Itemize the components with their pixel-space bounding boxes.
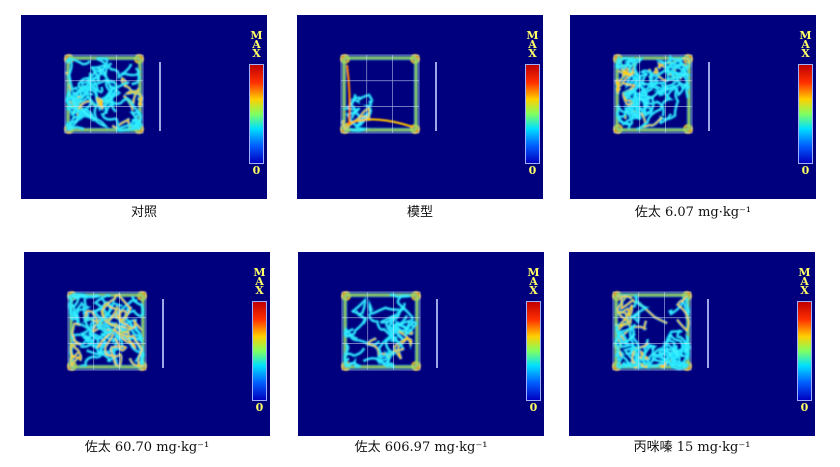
colorbar <box>798 302 811 400</box>
panel-caption: 佐太 6.07 mg·kg⁻¹ <box>634 205 752 220</box>
colorbar-max-letter: M <box>799 29 812 42</box>
trajectory-paths <box>613 54 693 134</box>
colorbar <box>799 65 812 163</box>
arena-grid <box>613 54 693 134</box>
arena-grid <box>64 54 144 134</box>
colorbar-max-letter: A <box>252 38 261 51</box>
colorbar-max-letter: X <box>801 47 810 60</box>
colorbar-max-letter: A <box>529 275 538 288</box>
colorbar <box>527 302 540 400</box>
colorbar-max-letter: X <box>529 284 538 297</box>
colorbar-max-letter: A <box>528 38 537 51</box>
trajectory-paths <box>67 291 147 372</box>
colorbar-max-letter: M <box>250 29 263 42</box>
colorbar-max-letter: X <box>255 284 264 297</box>
trajectory-paths <box>612 291 692 371</box>
colorbar-max-letter: A <box>801 38 810 51</box>
colorbar-max-letter: M <box>798 266 811 279</box>
colorbar-max-letter: M <box>253 266 266 279</box>
colorbar-max-letter: M <box>526 29 539 42</box>
panel-caption: 丙咪嗪 15 mg·kg⁻¹ <box>633 440 751 455</box>
colorbar-min-label: 0 <box>800 401 809 414</box>
panel-caption: 佐太 60.70 mg·kg⁻¹ <box>84 440 210 455</box>
trajectory-paths <box>63 54 144 134</box>
colorbar-max-letter: X <box>252 47 261 60</box>
arena-grid <box>67 291 147 371</box>
arena-grid <box>340 54 420 134</box>
panel-caption: 对照 <box>130 205 157 220</box>
colorbar-max-letter: X <box>800 284 809 297</box>
colorbar-max-letter: A <box>800 275 809 288</box>
colorbar <box>250 65 263 163</box>
trajectory-paths <box>341 291 421 371</box>
colorbar-min-label: 0 <box>252 164 261 177</box>
colorbar <box>253 302 266 400</box>
panel-caption: 佐太 606.97 mg·kg⁻¹ <box>354 440 488 455</box>
panel-caption: 模型 <box>406 205 433 220</box>
colorbar <box>526 65 539 163</box>
colorbar-min-label: 0 <box>529 401 538 414</box>
trajectory-paths <box>340 54 420 134</box>
colorbar-min-label: 0 <box>528 164 537 177</box>
colorbar-min-label: 0 <box>255 401 264 414</box>
arena-grid <box>341 291 421 371</box>
colorbar-min-label: 0 <box>801 164 810 177</box>
colorbar-max-letter: M <box>527 266 540 279</box>
colorbar-max-letter: X <box>528 47 537 60</box>
arena-grid <box>612 291 692 371</box>
colorbar-max-letter: A <box>255 275 264 288</box>
